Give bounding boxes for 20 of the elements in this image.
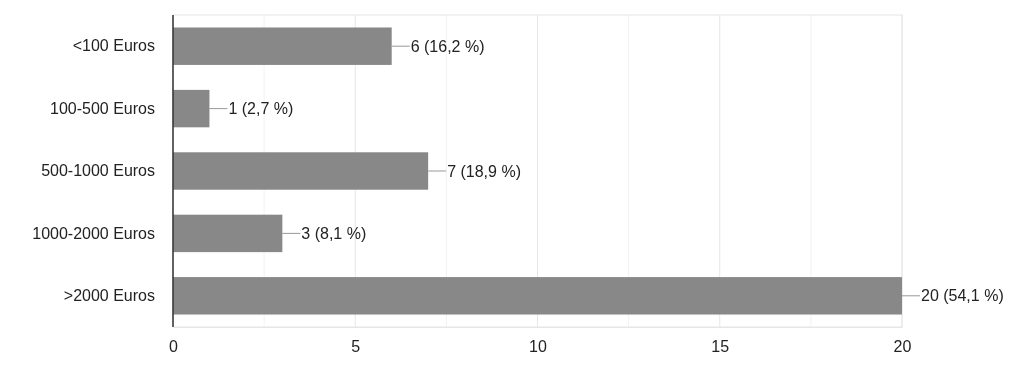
y-tick-label: <100 Euros (72, 37, 155, 55)
y-tick-label: >2000 Euros (63, 286, 155, 304)
y-tick-label: 500-1000 Euros (41, 162, 155, 180)
data-label: 1 (2,7 %) (228, 100, 294, 118)
data-label: 3 (8,1 %) (301, 225, 367, 242)
x-tick-label: 10 (529, 338, 547, 356)
x-tick-label: 0 (169, 338, 179, 356)
x-tick-label: 15 (711, 338, 730, 356)
data-label: 6 (16,2 %) (410, 37, 485, 55)
bar (173, 89, 210, 128)
bar (173, 214, 283, 253)
y-tick-label: 100-500 Euros (50, 99, 155, 117)
x-tick-label: 20 (893, 338, 912, 356)
x-tick-label: 5 (351, 338, 361, 356)
bar (173, 27, 392, 65)
data-label: 20 (54,1 %) (921, 287, 1004, 305)
bar (173, 152, 429, 190)
data-label: 7 (18,9 %) (447, 162, 521, 180)
bar (173, 277, 902, 315)
y-tick-label: 1000-2000 Euros (32, 224, 155, 242)
